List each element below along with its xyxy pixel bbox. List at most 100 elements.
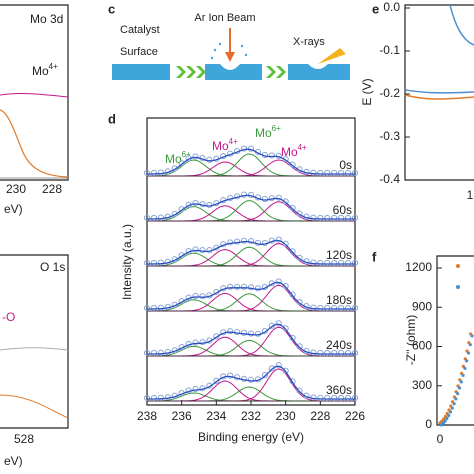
curve [449,4,474,46]
data-point [213,377,220,384]
data-point [150,214,158,222]
data-point [344,259,352,267]
data-point [199,339,206,346]
data-point [227,239,234,246]
x-tick-label: 236 [172,409,192,423]
species-base: Mo [165,152,182,166]
data-point [317,259,324,267]
panel-a: Mo 3d 230 228 eV) Mo4+ [0,4,69,216]
data-point [150,394,158,402]
data-point [296,210,303,217]
data-point [227,328,234,335]
data-point [240,191,248,198]
data-point [206,201,213,209]
data-point [240,237,248,244]
species-base: Mo [281,145,298,159]
point [456,285,460,289]
data-point [296,299,303,306]
data-point [317,349,324,357]
point [459,380,463,384]
text: X-rays [293,36,325,48]
species-sup: 6+ [182,150,191,159]
point [461,373,465,377]
y-tick-label: -0.4 [379,172,400,186]
y-tick-label: -0.2 [379,86,400,100]
species-label: Mo6+ [165,150,191,166]
data-point [310,214,317,221]
species-sup: 4+ [49,62,58,71]
point [448,410,453,414]
time-label: 180s [326,293,352,307]
data-point [227,283,234,290]
x-tick-label: 238 [137,409,157,423]
axis-label: eV) [4,454,23,468]
data-point [289,334,296,342]
data-point [247,330,255,337]
data-point [157,304,164,311]
point [456,392,460,396]
y-tick-label: 0 [425,417,432,431]
fit [147,148,355,175]
species-sup: 6+ [272,124,281,133]
tick-label: 228 [42,182,62,196]
data-point [254,285,262,292]
time-label: 120s [326,248,352,262]
data-point [317,214,324,222]
species-sup: 4+ [298,143,307,152]
time-label: 0s [339,158,352,172]
y-axis-label: Intensity (a.u.) [120,224,134,300]
data-point [338,259,345,267]
data-point [331,349,338,357]
panel-label: O 1s [40,260,65,274]
fit [147,365,355,400]
data-point [324,169,331,177]
surface [112,64,170,80]
y-axis-label: E (V) [360,78,374,105]
data-point [282,282,289,290]
panel-letter: d [108,111,116,126]
data-point [331,394,338,402]
text: Catalyst [120,24,160,36]
curve [404,94,474,100]
data-point [331,169,338,177]
data-point [351,259,359,267]
y-tick-label: 1200 [405,260,432,274]
component [147,336,355,357]
data-point [275,362,282,369]
data-point [289,291,296,298]
data-point [331,214,338,222]
fit [147,323,355,355]
point [452,402,456,406]
data-point [192,339,199,346]
data-point [150,304,158,312]
curve [0,109,69,178]
data-point [344,304,352,312]
data-point [192,385,199,393]
panel-f: f 0 -Z'' (ohm) 1200 900 600 300 0 [372,249,474,446]
text: Ar Ion Beam [194,12,255,24]
data-point [324,304,331,312]
data-point [157,169,164,176]
fit [147,194,355,220]
x-tick-label: 232 [241,409,261,423]
tick-label: 528 [14,432,34,446]
x-tick-label: 226 [345,409,365,423]
data-point [317,304,324,312]
data-point [192,292,199,300]
species-label: Mo4+ [32,62,58,78]
data-point [351,304,359,312]
data-point [282,240,289,247]
panel-letter: c [108,1,115,16]
data-point [310,169,317,176]
data-point [282,367,289,374]
data-point [344,394,352,402]
data-point [150,259,158,267]
time-label: 240s [326,338,352,352]
axis-frame [0,254,69,429]
data-point [289,248,296,255]
data-point [317,394,324,402]
data-point [157,214,164,221]
data-point [143,304,151,312]
data-point [296,387,303,394]
data-point [317,169,324,177]
